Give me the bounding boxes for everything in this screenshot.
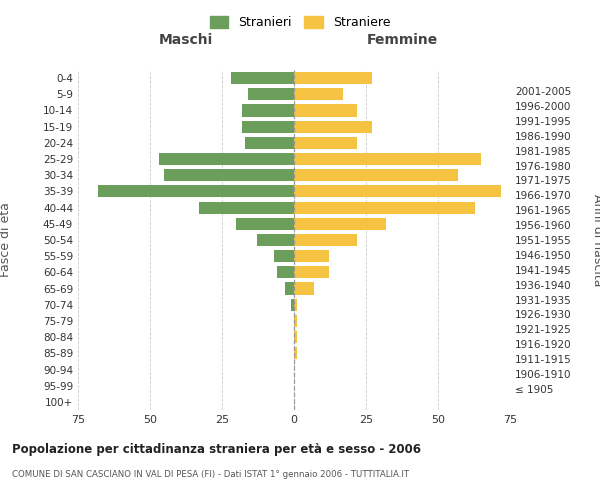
Text: Maschi: Maschi [159, 34, 213, 48]
Bar [291, 298, 294, 311]
Bar [286, 282, 294, 294]
Bar [98, 186, 294, 198]
Bar [164, 169, 294, 181]
Bar [294, 88, 343, 101]
Bar [294, 218, 386, 230]
Bar [294, 104, 358, 117]
Bar [294, 169, 458, 181]
Bar [277, 266, 294, 278]
Bar [294, 120, 372, 132]
Bar [257, 234, 294, 246]
Text: Popolazione per cittadinanza straniera per età e sesso - 2006: Popolazione per cittadinanza straniera p… [12, 442, 421, 456]
Bar [294, 202, 475, 213]
Text: Femmine: Femmine [367, 34, 437, 48]
Bar [294, 266, 329, 278]
Bar [294, 348, 297, 360]
Bar [294, 234, 358, 246]
Bar [236, 218, 294, 230]
Bar [294, 282, 314, 294]
Text: COMUNE DI SAN CASCIANO IN VAL DI PESA (FI) - Dati ISTAT 1° gennaio 2006 - TUTTIT: COMUNE DI SAN CASCIANO IN VAL DI PESA (F… [12, 470, 409, 479]
Bar [294, 153, 481, 165]
Bar [294, 298, 297, 311]
Bar [199, 202, 294, 213]
Bar [294, 315, 297, 327]
Bar [294, 186, 502, 198]
Text: Fasce di età: Fasce di età [0, 202, 13, 278]
Bar [248, 88, 294, 101]
Bar [158, 153, 294, 165]
Bar [242, 120, 294, 132]
Bar [294, 137, 358, 149]
Text: Anni di nascita: Anni di nascita [590, 194, 600, 286]
Bar [245, 137, 294, 149]
Bar [230, 72, 294, 84]
Bar [294, 72, 372, 84]
Bar [274, 250, 294, 262]
Bar [242, 104, 294, 117]
Legend: Stranieri, Straniere: Stranieri, Straniere [205, 11, 395, 34]
Bar [294, 331, 297, 343]
Bar [294, 250, 329, 262]
